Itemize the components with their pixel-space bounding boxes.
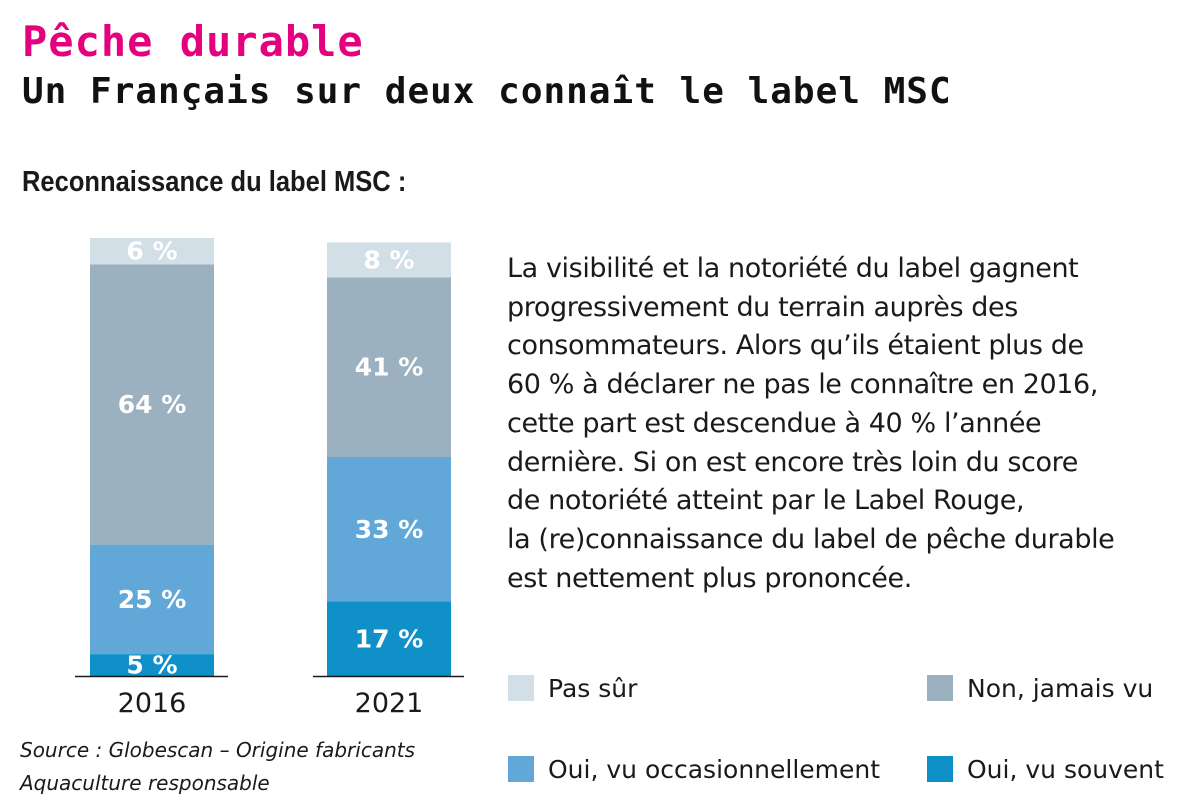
source-line: Source : Globescan – Origine fabricants — [20, 738, 416, 762]
source-note: Source : Globescan – Origine fabricants … — [20, 734, 415, 800]
legend-swatch — [508, 675, 534, 701]
chart-title: Reconnaissance du label MSC : — [22, 166, 407, 198]
data-label-2021-0: 17 % — [355, 624, 424, 653]
source-line: Aquaculture responsable — [20, 771, 270, 795]
legend-item-oui-vu-occasionnellement: Oui, vu occasionnellement — [508, 754, 880, 784]
legend-item-pas-sur: Pas sûr — [508, 673, 637, 703]
legend-label: Oui, vu souvent — [967, 754, 1164, 784]
body-line: de notoriété atteint par le Label Rouge, — [507, 485, 1025, 517]
kicker-title: Pêche durable — [22, 17, 364, 66]
body-line: est nettement plus prononcée. — [507, 562, 912, 594]
legend-label: Non, jamais vu — [967, 673, 1154, 703]
bar-segment-2016-2 — [90, 264, 214, 545]
stacked-bar-chart: 5 % 25 % 64 % 6 % 2016 17 % 33 % 41 % 8 % 2021 — [75, 237, 464, 719]
category-label-2021: 2021 — [355, 688, 424, 719]
bar-segment-2016-0 — [90, 654, 214, 676]
legend-item-non-jamais-vu: Non, jamais vu — [927, 673, 1153, 703]
legend-swatch — [508, 756, 534, 782]
data-label-2021-3: 8 % — [363, 245, 414, 274]
data-label-2016-3: 6 % — [126, 237, 177, 266]
category-label-2016: 2016 — [118, 688, 187, 719]
legend-swatch — [927, 756, 953, 782]
body-line: La visibilité et la notoriété du label g… — [507, 253, 1079, 284]
bar-segment-2016-3 — [90, 238, 214, 265]
legend-item-oui-vu-souvent: Oui, vu souvent — [927, 754, 1164, 784]
bar-segment-2021-3 — [327, 242, 451, 278]
data-label-2016-1: 25 % — [118, 585, 187, 614]
headline: Un Français sur deux connaît le label MS… — [22, 71, 952, 112]
bar-segment-2021-1 — [327, 457, 451, 602]
body-line: 60 % à déclarer ne pas le connaître en 2… — [507, 369, 1099, 401]
bar-segment-2021-0 — [327, 601, 451, 676]
data-label-2016-2: 64 % — [118, 390, 187, 419]
legend-label: Oui, vu occasionnellement — [548, 754, 881, 784]
bar-segment-2021-2 — [327, 277, 451, 457]
data-label-2021-1: 33 % — [355, 515, 424, 544]
body-line: progressivement du terrain auprès des — [507, 291, 1018, 323]
body-text: La visibilité et la notoriété du label g… — [507, 250, 1167, 598]
body-line: la (re)connaissance du label de pêche du… — [507, 523, 1115, 555]
body-line: dernière. Si on est encore très loin du … — [507, 446, 1078, 478]
data-label-2016-0: 5 % — [126, 651, 177, 680]
legend-label: Pas sûr — [548, 673, 638, 703]
legend-swatch — [927, 675, 953, 701]
bar-segment-2016-1 — [90, 544, 214, 655]
body-line: consommateurs. Alors qu’ils étaient plus… — [507, 330, 1084, 362]
data-label-2021-2: 41 % — [355, 353, 424, 382]
body-line: cette part est descendue à 40 % l’année — [507, 407, 1042, 439]
